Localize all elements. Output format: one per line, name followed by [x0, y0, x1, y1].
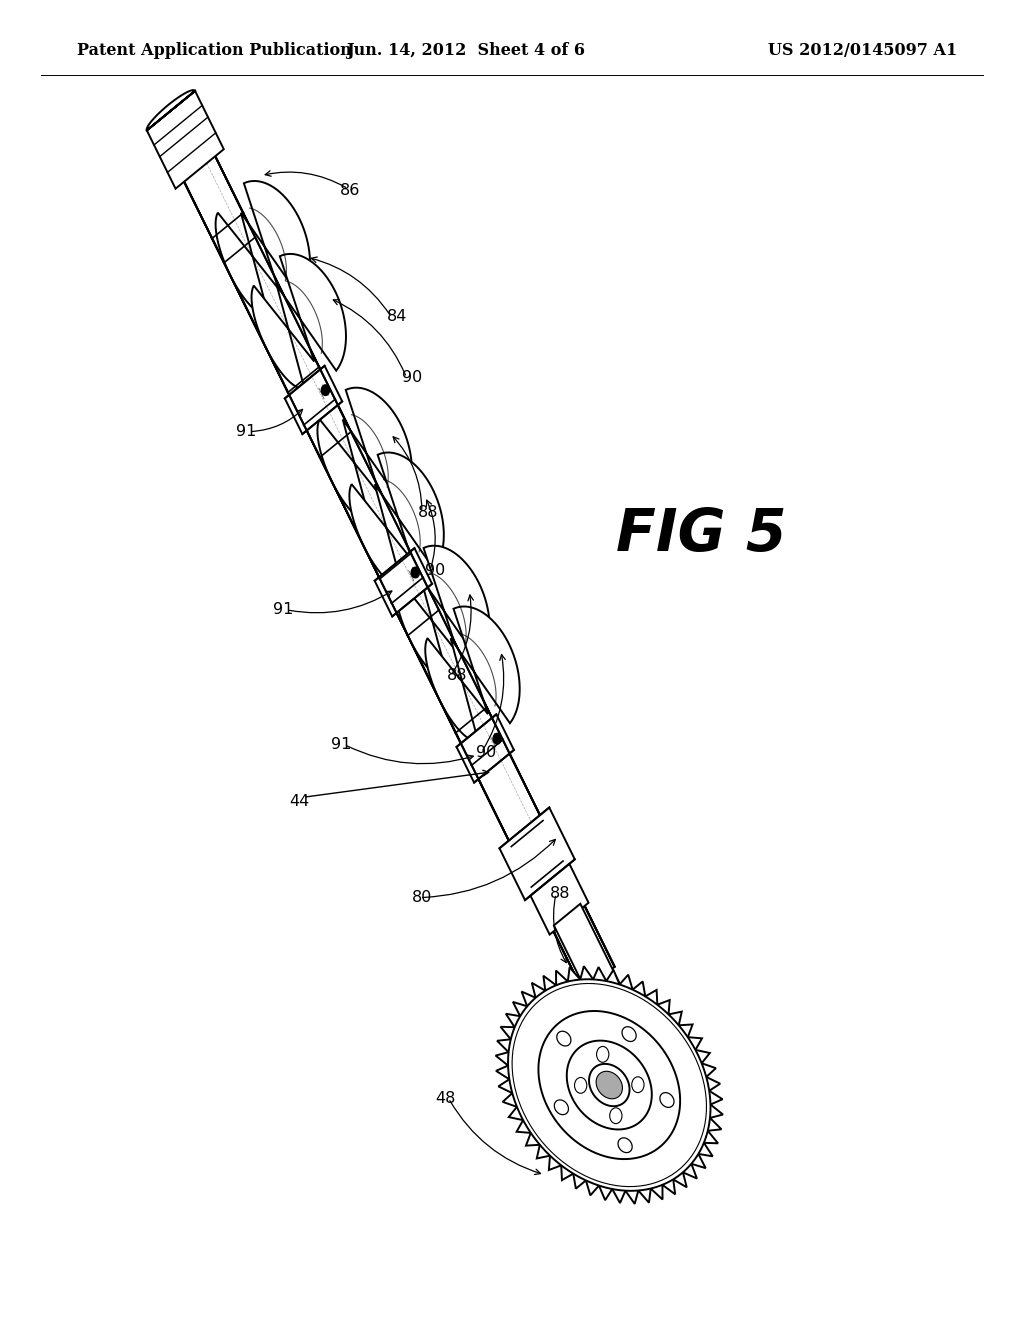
Text: Patent Application Publication: Patent Application Publication	[77, 42, 351, 58]
Text: 88: 88	[418, 504, 438, 520]
Polygon shape	[618, 1138, 632, 1152]
Circle shape	[494, 734, 502, 744]
Text: 91: 91	[331, 737, 351, 752]
Polygon shape	[496, 966, 723, 1204]
Polygon shape	[457, 714, 514, 783]
Polygon shape	[554, 904, 632, 1031]
Text: FIG 5: FIG 5	[616, 506, 786, 564]
Text: 90: 90	[402, 370, 423, 385]
Polygon shape	[317, 388, 412, 523]
Polygon shape	[554, 1100, 568, 1114]
Polygon shape	[425, 606, 520, 742]
Text: 44: 44	[289, 793, 309, 809]
Circle shape	[597, 1047, 609, 1063]
Text: 88: 88	[550, 886, 570, 902]
Text: 48: 48	[435, 1090, 456, 1106]
Circle shape	[574, 1077, 587, 1093]
Polygon shape	[146, 90, 195, 131]
Circle shape	[632, 1077, 644, 1093]
Text: 90: 90	[425, 562, 445, 578]
Circle shape	[322, 385, 330, 396]
Polygon shape	[530, 863, 589, 935]
Polygon shape	[252, 253, 346, 389]
Polygon shape	[659, 1093, 674, 1107]
Polygon shape	[375, 548, 432, 616]
Polygon shape	[566, 1040, 652, 1130]
Text: 91: 91	[273, 602, 294, 618]
Polygon shape	[622, 1027, 636, 1041]
Polygon shape	[557, 1031, 571, 1045]
Polygon shape	[146, 91, 224, 189]
Polygon shape	[589, 1064, 630, 1106]
Text: 80: 80	[412, 890, 432, 906]
Polygon shape	[395, 545, 489, 681]
Text: 88: 88	[446, 668, 467, 684]
Circle shape	[412, 568, 420, 578]
Polygon shape	[508, 979, 711, 1191]
Text: Jun. 14, 2012  Sheet 4 of 6: Jun. 14, 2012 Sheet 4 of 6	[346, 42, 586, 58]
Polygon shape	[216, 181, 310, 315]
Text: 84: 84	[387, 309, 408, 325]
Circle shape	[609, 1107, 622, 1123]
Text: 86: 86	[340, 182, 360, 198]
Polygon shape	[285, 366, 342, 434]
Polygon shape	[349, 453, 443, 587]
Polygon shape	[596, 1072, 623, 1098]
Polygon shape	[539, 1011, 680, 1159]
Text: 90: 90	[476, 744, 497, 760]
Polygon shape	[500, 808, 574, 900]
Text: 91: 91	[236, 424, 256, 440]
Text: US 2012/0145097 A1: US 2012/0145097 A1	[768, 42, 957, 58]
Polygon shape	[172, 132, 614, 993]
